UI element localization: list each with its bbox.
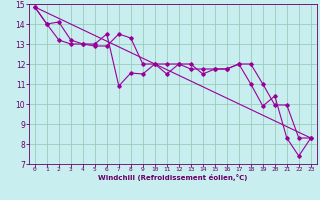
- X-axis label: Windchill (Refroidissement éolien,°C): Windchill (Refroidissement éolien,°C): [98, 174, 247, 181]
